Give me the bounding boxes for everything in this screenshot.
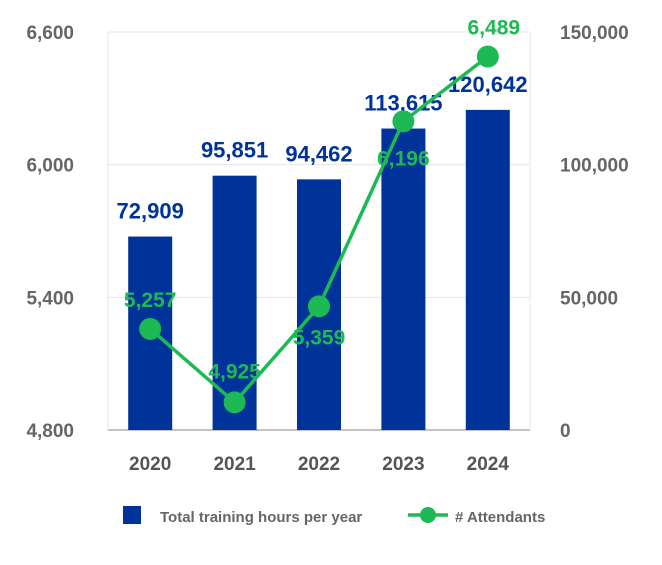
left-tick-label: 5,400 bbox=[26, 288, 74, 309]
x-tick-label: 2022 bbox=[298, 454, 340, 475]
x-tick-label: 2023 bbox=[382, 454, 424, 475]
bar bbox=[381, 128, 426, 430]
line-point bbox=[139, 317, 162, 340]
right-tick-label: 100,000 bbox=[560, 156, 629, 177]
line-data-label: 6,489 bbox=[468, 17, 521, 40]
right-tick-label: 50,000 bbox=[560, 288, 618, 309]
bar-data-label: 72,909 bbox=[117, 199, 184, 224]
x-tick-label: 2021 bbox=[213, 454, 256, 475]
x-tick-label: 2024 bbox=[467, 454, 510, 475]
line-data-label: 5,359 bbox=[293, 326, 346, 349]
line-data-label: 5,257 bbox=[124, 289, 177, 312]
line-point bbox=[308, 295, 330, 318]
line-data-label: 4,925 bbox=[208, 360, 261, 383]
left-tick-label: 6,600 bbox=[26, 23, 74, 44]
right-tick-label: 0 bbox=[560, 421, 571, 442]
bar bbox=[465, 109, 510, 431]
legend-swatch-bars bbox=[123, 506, 141, 524]
line-data-label: 6,196 bbox=[377, 147, 430, 170]
left-tick-label: 6,000 bbox=[26, 156, 74, 177]
bar-data-label: 95,851 bbox=[201, 138, 268, 163]
legend-label-line: # Attendants bbox=[455, 509, 545, 526]
right-tick-label: 150,000 bbox=[560, 23, 629, 44]
legend-swatch-marker bbox=[420, 507, 436, 523]
line-point bbox=[223, 391, 246, 414]
bar-data-label: 94,462 bbox=[285, 141, 352, 166]
left-tick-label: 4,800 bbox=[26, 421, 74, 442]
line-point bbox=[392, 110, 415, 133]
bar-data-label: 120,642 bbox=[448, 72, 528, 97]
x-tick-label: 2020 bbox=[129, 454, 171, 475]
line-point bbox=[476, 45, 499, 68]
legend-label-bars: Total training hours per year bbox=[160, 509, 362, 526]
